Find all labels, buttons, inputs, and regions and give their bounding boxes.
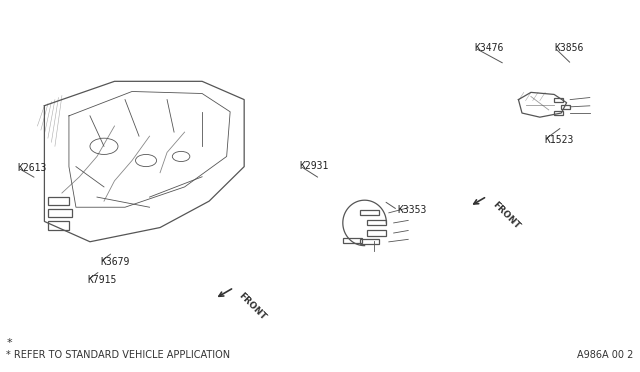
Text: FRONT: FRONT bbox=[491, 200, 522, 231]
Text: K3353: K3353 bbox=[397, 205, 427, 215]
Text: FRONT: FRONT bbox=[237, 291, 268, 322]
Bar bbox=[48, 197, 69, 205]
Text: K3856: K3856 bbox=[554, 42, 584, 52]
Text: K3476: K3476 bbox=[474, 42, 504, 52]
Bar bbox=[554, 97, 563, 102]
Text: K3679: K3679 bbox=[100, 257, 129, 267]
Bar bbox=[360, 239, 379, 244]
Bar bbox=[554, 111, 563, 115]
Text: K7915: K7915 bbox=[88, 275, 116, 285]
Bar bbox=[367, 220, 387, 225]
Bar bbox=[360, 210, 379, 215]
Bar bbox=[48, 221, 69, 230]
Text: K2931: K2931 bbox=[300, 161, 329, 171]
Text: A986A 00 2: A986A 00 2 bbox=[577, 350, 634, 359]
Bar bbox=[343, 238, 362, 243]
Text: K2613: K2613 bbox=[17, 163, 47, 173]
Text: * REFER TO STANDARD VEHICLE APPLICATION: * REFER TO STANDARD VEHICLE APPLICATION bbox=[6, 350, 230, 359]
Bar bbox=[367, 231, 387, 235]
Text: K1523: K1523 bbox=[544, 135, 573, 145]
Text: *: * bbox=[6, 339, 12, 349]
Bar bbox=[561, 105, 570, 109]
Bar bbox=[48, 209, 72, 217]
